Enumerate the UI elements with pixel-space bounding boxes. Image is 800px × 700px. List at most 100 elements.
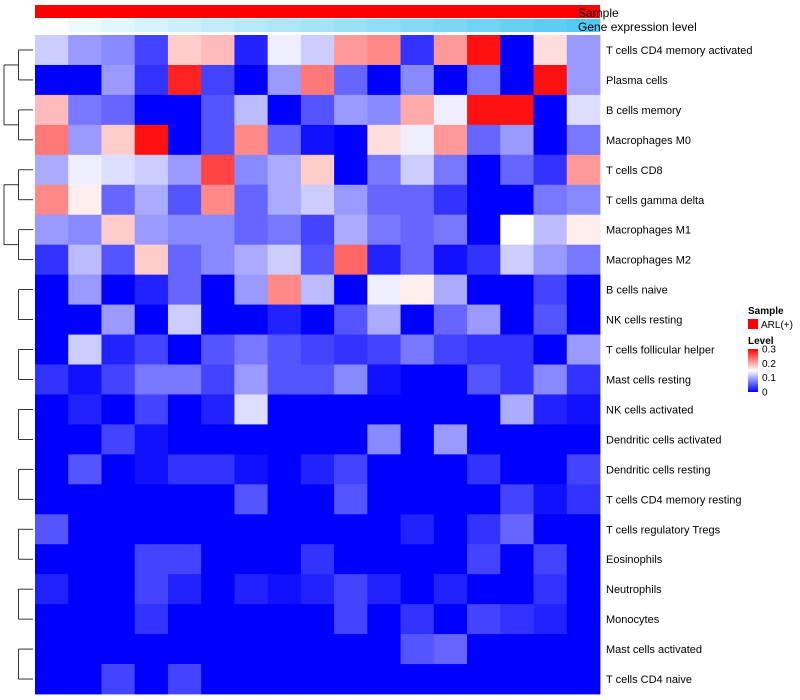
heatmap-cell [300, 334, 335, 365]
heatmap-cell [300, 484, 335, 515]
heatmap-cell [68, 484, 102, 515]
column-annotation-bars [35, 5, 601, 32]
heatmap-cell [101, 304, 136, 335]
legend-level-ticks: 0.3 0.2 0.1 0 [762, 345, 776, 399]
heatmap-cell [500, 154, 534, 186]
heatmap-cell [566, 634, 601, 665]
heatmap-cell [334, 35, 368, 66]
heatmap-cell [267, 304, 302, 335]
heatmap-cell [134, 454, 169, 485]
heatmap-cell [566, 604, 601, 635]
heatmap-cell [35, 664, 69, 695]
heatmap-cell [167, 244, 202, 276]
heatmap-cell [533, 634, 568, 665]
heatmap-cell [400, 124, 435, 156]
heatmap-cell [134, 154, 169, 186]
heatmap-cell [101, 94, 136, 126]
heatmap-cell [68, 124, 102, 156]
heatmap-cell [400, 64, 435, 96]
heatmap-cell [167, 394, 202, 425]
heatmap-cell [400, 364, 435, 395]
heatmap-cell [167, 664, 202, 695]
heatmap-cell [234, 424, 269, 455]
heatmap-cell [500, 514, 534, 545]
heatmap-cell [367, 304, 401, 335]
heatmap-cell [433, 634, 468, 665]
heatmap-cell [433, 184, 468, 216]
heatmap-cell [201, 604, 235, 635]
heatmap-cell [533, 454, 568, 485]
heatmap-cell [566, 214, 601, 246]
heatmap-cell [68, 394, 102, 425]
heatmap-cell [234, 664, 269, 695]
heatmap-cell [367, 604, 401, 635]
annotation-cell-expression [201, 19, 235, 32]
heatmap-cell [201, 124, 235, 156]
annotation-label-sample: Sample [578, 6, 619, 20]
heatmap-cell [68, 274, 102, 305]
heatmap-cell [533, 484, 568, 515]
heatmap-cell [134, 274, 169, 305]
heatmap-cell [334, 214, 368, 246]
heatmap-cell [367, 184, 401, 216]
heatmap-cell [167, 514, 202, 545]
heatmap-cell [234, 604, 269, 635]
heatmap-cell [500, 364, 534, 395]
heatmap-cell [167, 364, 202, 395]
heatmap-cell [267, 634, 302, 665]
heatmap-cell [467, 634, 501, 665]
heatmap-cell [68, 364, 102, 395]
heatmap-cell [234, 244, 269, 276]
heatmap-cell [334, 304, 368, 335]
heatmap-cell [267, 154, 302, 186]
row-label: B cells naive [606, 285, 668, 297]
heatmap-cells [35, 35, 601, 695]
heatmap-cell [300, 274, 335, 305]
heatmap-cell [433, 544, 468, 575]
heatmap-cell [134, 484, 169, 515]
heatmap-cell [68, 64, 102, 96]
heatmap-cell [533, 274, 568, 305]
heatmap-cell [35, 364, 69, 395]
heatmap-cell [467, 604, 501, 635]
heatmap-cell [566, 364, 601, 395]
heatmap-cell [566, 334, 601, 365]
heatmap-cell [68, 214, 102, 246]
row-label: T cells follicular helper [606, 345, 715, 357]
heatmap-cell [367, 544, 401, 575]
heatmap-cell [433, 664, 468, 695]
heatmap-cell [433, 334, 468, 365]
annotation-cell-expression [234, 19, 269, 32]
heatmap-cell [300, 454, 335, 485]
heatmap-cell [300, 424, 335, 455]
heatmap-cell [433, 94, 468, 126]
heatmap-cell [433, 514, 468, 545]
row-label: B cells memory [606, 105, 682, 117]
heatmap-cell [334, 424, 368, 455]
heatmap-cell [533, 64, 568, 96]
heatmap-cell [201, 304, 235, 335]
legend-tick-label: 0.1 [762, 373, 776, 384]
heatmap-cell [566, 514, 601, 545]
annotation-cell-expression [433, 19, 468, 32]
heatmap-cell [134, 664, 169, 695]
heatmap-cell [334, 334, 368, 365]
heatmap-cell [334, 184, 368, 216]
heatmap-cell [201, 214, 235, 246]
heatmap-cell [467, 64, 501, 96]
heatmap-cell [500, 64, 534, 96]
heatmap-cell [367, 214, 401, 246]
heatmap-cell [566, 154, 601, 186]
heatmap-cell [267, 274, 302, 305]
heatmap-cell [101, 514, 136, 545]
heatmap-cell [167, 64, 202, 96]
heatmap-cell [400, 634, 435, 665]
heatmap-cell [400, 514, 435, 545]
heatmap-cell [533, 214, 568, 246]
heatmap-cell [334, 94, 368, 126]
heatmap-cell [334, 364, 368, 395]
heatmap-cell [201, 574, 235, 605]
heatmap-cell [35, 514, 69, 545]
heatmap-cell [467, 184, 501, 216]
heatmap-cell [167, 634, 202, 665]
